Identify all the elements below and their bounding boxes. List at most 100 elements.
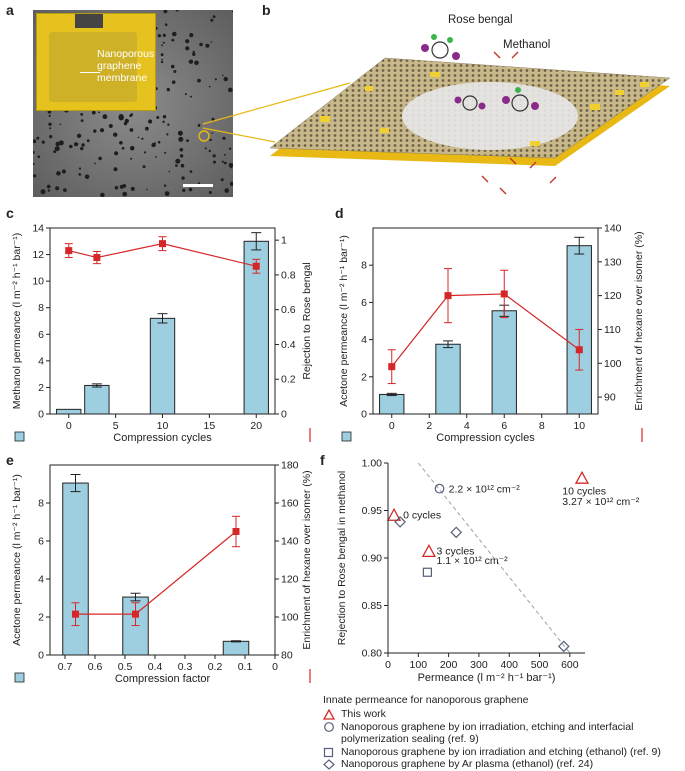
x-tick-label: 0 [385, 659, 391, 671]
x-axis-label: Compression cycles [436, 432, 535, 444]
line-marker [132, 610, 139, 618]
sem-pore [164, 23, 168, 26]
point-triangle [421, 543, 437, 557]
point-diamond [450, 526, 463, 539]
x-tick-label: 2 [426, 420, 432, 432]
legend-title: Innate permeance for nanoporous graphene [323, 694, 529, 706]
square-icon [323, 747, 334, 757]
line-marker [72, 610, 79, 618]
y2-tick-label: 120 [604, 290, 622, 302]
sem-pore [224, 153, 226, 156]
y2-tick-label: 90 [604, 392, 616, 404]
sem-pore [162, 33, 166, 37]
sem-pore [199, 42, 203, 47]
sem-pore [56, 171, 61, 176]
sem-pore [91, 110, 96, 115]
x-axis-label: Compression cycles [113, 432, 212, 444]
x-tick-label: 0 [66, 420, 72, 432]
sem-pore [36, 136, 40, 140]
sem-pore [93, 129, 97, 133]
membrane-square [49, 32, 137, 102]
sem-pore [181, 176, 185, 180]
sem-pore [47, 189, 51, 192]
sem-pore [163, 10, 168, 14]
x-tick-label: 400 [500, 659, 518, 671]
triangle-icon [323, 708, 335, 720]
sem-pore [53, 150, 57, 154]
x-tick-label: 10 [573, 420, 585, 432]
sem-pore [211, 117, 215, 121]
y2-tick-label: 100 [281, 612, 299, 624]
y2-tick-label: 0.6 [281, 304, 296, 316]
sem-pore [175, 10, 179, 12]
y2-tick-label: 100 [604, 358, 622, 370]
y-tick-label: 4 [38, 355, 44, 367]
legend-label: This work [341, 708, 386, 720]
sem-pore [211, 132, 214, 134]
sem-pore [122, 191, 128, 197]
line-marker [575, 346, 583, 354]
plot-frame [372, 227, 599, 415]
x-tick-label: 0.7 [58, 661, 73, 673]
sem-pore [192, 52, 196, 56]
y2-tick-label: 0.4 [281, 339, 296, 351]
sem-pore [179, 147, 184, 152]
y-tick-label: 4 [38, 574, 44, 586]
sem-pore [145, 126, 149, 131]
x-tick-label: 0.5 [118, 661, 133, 673]
panel-label-c: c [6, 205, 14, 221]
sem-pore [37, 155, 41, 158]
bar [435, 343, 461, 415]
point-triangle [574, 470, 590, 484]
sem-pore [160, 60, 164, 64]
sem-pore [189, 170, 193, 173]
sem-pore [162, 41, 165, 44]
annotation: 0 cycles [403, 509, 441, 521]
x-tick-label: 5 [113, 420, 119, 432]
sem-pore [157, 34, 161, 38]
circle-icon [324, 722, 334, 732]
sem-pore [102, 114, 108, 120]
point-diamond [557, 640, 570, 653]
sem-pore [189, 33, 194, 38]
annotation: 10 cycles [562, 486, 606, 498]
sem-pore [185, 46, 190, 51]
x-tick-label: 600 [561, 659, 579, 671]
sem-pore [171, 38, 175, 42]
sem-pore [76, 133, 82, 138]
sem-pore [184, 93, 187, 96]
sem-pore [76, 143, 79, 145]
y2-tick-label: 140 [604, 223, 622, 235]
line-marker [500, 290, 508, 298]
sem-pore [59, 123, 62, 126]
sem-pore [213, 160, 216, 164]
sem-pore [188, 59, 194, 64]
sem-pore [175, 164, 178, 167]
y-tick-label: 0 [361, 409, 367, 421]
sem-pore [205, 43, 210, 48]
legend-row-square: Nanoporous graphene by ion irradiation a… [323, 746, 661, 758]
bar-legend-icon [341, 431, 352, 442]
sem-pore [162, 115, 167, 119]
sem-pore [74, 142, 78, 147]
sem-pore [221, 160, 224, 163]
sem-pore [163, 184, 167, 187]
y-tick-label: 12 [32, 249, 44, 261]
sem-pore [222, 136, 226, 140]
sem-pore [182, 188, 186, 192]
y2-tick-label: 120 [281, 574, 299, 586]
y2-tick-label: 1 [281, 235, 287, 247]
series-line [68, 243, 257, 267]
x-tick-label: 0 [389, 420, 395, 432]
sem-pore [220, 178, 224, 182]
sem-pore [33, 139, 37, 144]
x-tick-label: 0.4 [148, 661, 163, 673]
x-tick-label: 0.6 [88, 661, 103, 673]
x-tick-label: 100 [410, 659, 428, 671]
sem-pore [148, 119, 153, 124]
x-tick-label: 15 [204, 420, 216, 432]
sem-pore [197, 78, 201, 83]
sem-pore [86, 139, 90, 143]
y-axis-label: Acetone permeance (l m⁻² h⁻¹ bar⁻¹) [338, 235, 350, 407]
